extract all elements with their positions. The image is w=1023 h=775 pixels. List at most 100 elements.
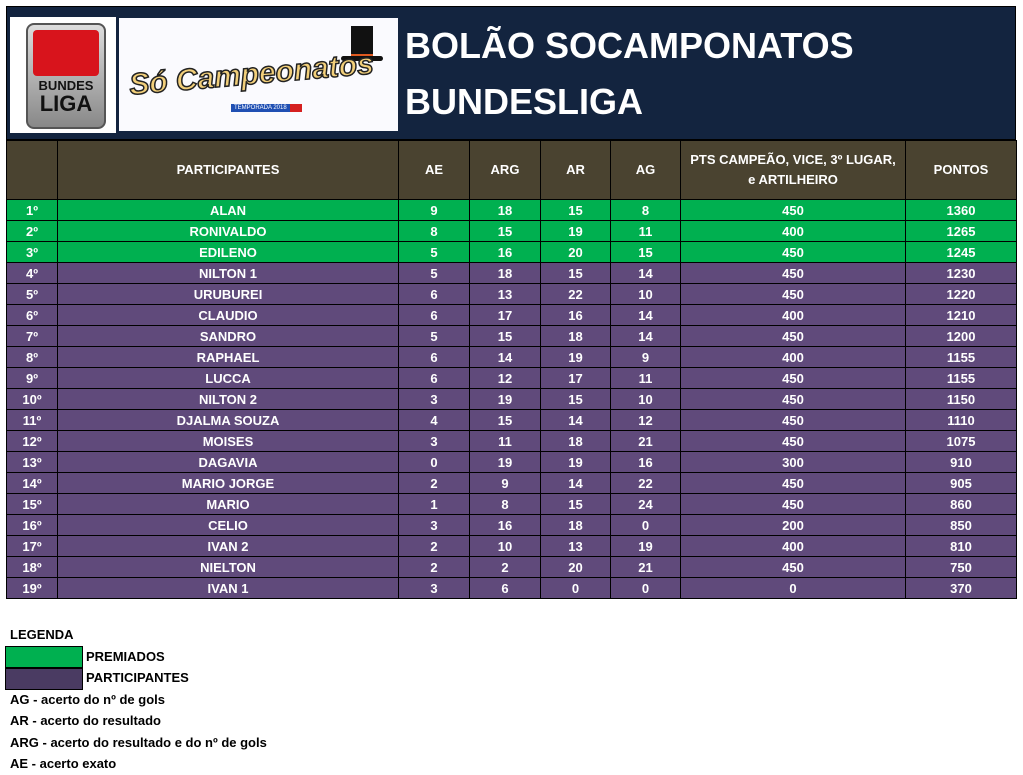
arg-cell: 18 bbox=[469, 199, 541, 221]
column-header: AR bbox=[540, 140, 611, 200]
bonus-points-cell: 450 bbox=[680, 556, 906, 578]
arg-cell: 10 bbox=[469, 535, 541, 557]
ae-cell: 8 bbox=[398, 220, 470, 242]
table-row: 17º IVAN 2 2 10 13 19 400 810 bbox=[6, 535, 1017, 557]
participantes-swatch bbox=[5, 667, 83, 690]
arg-cell: 19 bbox=[469, 451, 541, 473]
ae-cell: 2 bbox=[398, 535, 470, 557]
ae-cell: 2 bbox=[398, 472, 470, 494]
ae-cell: 0 bbox=[398, 451, 470, 473]
ar-cell: 17 bbox=[540, 367, 611, 389]
ae-cell: 5 bbox=[398, 262, 470, 284]
total-points-cell: 810 bbox=[905, 535, 1017, 557]
participant-cell: DJALMA SOUZA bbox=[57, 409, 399, 431]
page-subtitle: BUNDESLIGA bbox=[405, 81, 644, 122]
participant-cell: MOISES bbox=[57, 430, 399, 452]
premiados-swatch bbox=[5, 646, 83, 669]
ae-cell: 5 bbox=[398, 241, 470, 263]
ae-cell: 3 bbox=[398, 388, 470, 410]
ag-cell: 9 bbox=[610, 346, 681, 368]
total-points-cell: 1210 bbox=[905, 304, 1017, 326]
bonus-points-cell: 450 bbox=[680, 241, 906, 263]
participant-cell: NILTON 1 bbox=[57, 262, 399, 284]
table-row: 10º NILTON 2 3 19 15 10 450 1150 bbox=[6, 388, 1017, 410]
ar-cell: 14 bbox=[540, 472, 611, 494]
ranking-table: PARTICIPANTES AE ARG AR AG PTS CAMPEÃO, VICE,… bbox=[6, 140, 1017, 599]
ag-cell: 21 bbox=[610, 430, 681, 452]
legend: LEGENDA PREMIADOS PARTICIPANTES AG - ace… bbox=[5, 624, 267, 775]
ar-cell: 15 bbox=[540, 493, 611, 515]
table-row: 3º EDILENO 5 16 20 15 450 1245 bbox=[6, 241, 1017, 263]
column-header: AE bbox=[398, 140, 470, 200]
total-points-cell: 370 bbox=[905, 577, 1017, 599]
ar-cell: 18 bbox=[540, 325, 611, 347]
bonus-points-cell: 450 bbox=[680, 325, 906, 347]
bundesliga-logo: BUNDES LIGA bbox=[10, 17, 116, 133]
total-points-cell: 910 bbox=[905, 451, 1017, 473]
legend-ae: AE - acerto exato bbox=[10, 756, 117, 771]
bonus-points-cell: 450 bbox=[680, 262, 906, 284]
participant-cell: IVAN 2 bbox=[57, 535, 399, 557]
arg-cell: 2 bbox=[469, 556, 541, 578]
legend-ag: AG - acerto do nº de gols bbox=[10, 691, 165, 707]
ar-cell: 16 bbox=[540, 304, 611, 326]
total-points-cell: 750 bbox=[905, 556, 1017, 578]
total-points-cell: 1155 bbox=[905, 346, 1017, 368]
arg-cell: 11 bbox=[469, 430, 541, 452]
total-points-cell: 1245 bbox=[905, 241, 1017, 263]
bonus-points-cell: 450 bbox=[680, 409, 906, 431]
table-row: 4º NILTON 1 5 18 15 14 450 1230 bbox=[6, 262, 1017, 284]
table-row: 6º CLAUDIO 6 17 16 14 400 1210 bbox=[6, 304, 1017, 326]
ar-cell: 19 bbox=[540, 346, 611, 368]
table-row: 15º MARIO 1 8 15 24 450 860 bbox=[6, 493, 1017, 515]
ae-cell: 6 bbox=[398, 283, 470, 305]
rank-cell: 16º bbox=[6, 514, 58, 536]
bonus-points-cell: 300 bbox=[680, 451, 906, 473]
rank-cell: 18º bbox=[6, 556, 58, 578]
ag-cell: 15 bbox=[610, 241, 681, 263]
ag-cell: 12 bbox=[610, 409, 681, 431]
total-points-cell: 1230 bbox=[905, 262, 1017, 284]
ar-cell: 0 bbox=[540, 577, 611, 599]
rank-cell: 6º bbox=[6, 304, 58, 326]
total-points-cell: 1265 bbox=[905, 220, 1017, 242]
arg-cell: 9 bbox=[469, 472, 541, 494]
participant-cell: DAGAVIA bbox=[57, 451, 399, 473]
rank-cell: 19º bbox=[6, 577, 58, 599]
ae-cell: 6 bbox=[398, 346, 470, 368]
ag-cell: 10 bbox=[610, 283, 681, 305]
participant-cell: CELIO bbox=[57, 514, 399, 536]
bonus-points-cell: 450 bbox=[680, 388, 906, 410]
participant-cell: URUBUREI bbox=[57, 283, 399, 305]
ar-cell: 15 bbox=[540, 199, 611, 221]
column-header bbox=[6, 140, 58, 200]
socampeonatos-logo: Só Campeonatos TEMPORADA 2018 bbox=[119, 18, 398, 131]
arg-cell: 16 bbox=[469, 241, 541, 263]
table-row: 14º MARIO JORGE 2 9 14 22 450 905 bbox=[6, 472, 1017, 494]
ae-cell: 6 bbox=[398, 304, 470, 326]
ae-cell: 2 bbox=[398, 556, 470, 578]
arg-cell: 14 bbox=[469, 346, 541, 368]
ar-cell: 22 bbox=[540, 283, 611, 305]
ar-cell: 19 bbox=[540, 451, 611, 473]
bonus-points-cell: 400 bbox=[680, 346, 906, 368]
bonus-points-cell: 450 bbox=[680, 430, 906, 452]
table-row: 19º IVAN 1 3 6 0 0 0 370 bbox=[6, 577, 1017, 599]
legend-arg: ARG - acerto do resultado e do nº de gol… bbox=[10, 734, 267, 750]
bonus-points-cell: 450 bbox=[680, 493, 906, 515]
ar-cell: 20 bbox=[540, 556, 611, 578]
ae-cell: 3 bbox=[398, 577, 470, 599]
bonus-points-cell: 450 bbox=[680, 367, 906, 389]
rank-cell: 3º bbox=[6, 241, 58, 263]
rank-cell: 11º bbox=[6, 409, 58, 431]
rank-cell: 14º bbox=[6, 472, 58, 494]
ar-cell: 14 bbox=[540, 409, 611, 431]
participant-cell: RONIVALDO bbox=[57, 220, 399, 242]
ag-cell: 0 bbox=[610, 577, 681, 599]
legend-ar: AR - acerto do resultado bbox=[10, 713, 161, 728]
ag-cell: 19 bbox=[610, 535, 681, 557]
table-row: 13º DAGAVIA 0 19 19 16 300 910 bbox=[6, 451, 1017, 473]
table-row: 2º RONIVALDO 8 15 19 11 400 1265 bbox=[6, 220, 1017, 242]
arg-cell: 16 bbox=[469, 514, 541, 536]
arg-cell: 15 bbox=[469, 325, 541, 347]
